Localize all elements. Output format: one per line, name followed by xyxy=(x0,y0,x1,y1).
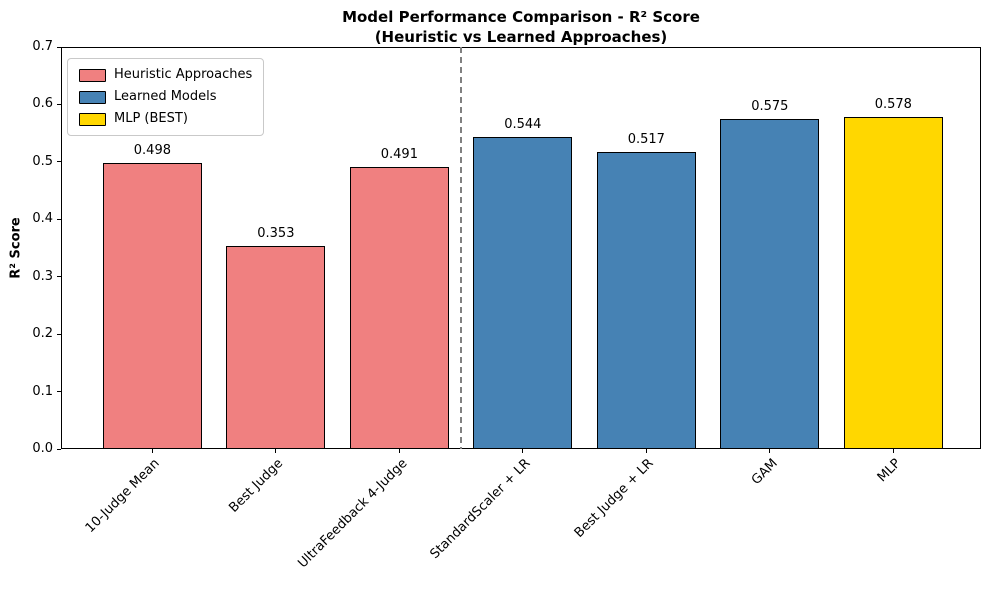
x-tick-mark xyxy=(892,449,894,453)
legend: Heuristic Approaches Learned Models MLP (B… xyxy=(67,58,265,136)
bar-value-label: 0.353 xyxy=(257,226,295,242)
legend-swatch xyxy=(79,68,106,82)
chart-title: Model Performance Comparison - R² Score … xyxy=(61,7,981,47)
y-tick-label: 0.0 xyxy=(32,441,53,456)
bar-value-label: 0.578 xyxy=(874,97,912,113)
bar-heuristic xyxy=(349,167,449,449)
y-tick-mark xyxy=(57,333,61,335)
bar-value-label: 0.575 xyxy=(751,98,789,114)
y-tick-mark xyxy=(57,161,61,163)
bar-heuristic xyxy=(102,163,202,449)
legend-item: MLP (BEST) xyxy=(79,111,252,127)
y-tick-label: 0.1 xyxy=(32,383,53,399)
legend-swatch xyxy=(79,90,106,104)
y-tick-label: 0.4 xyxy=(32,211,53,227)
legend-label: MLP (BEST) xyxy=(114,111,188,126)
legend-item: Heuristic Approaches xyxy=(79,67,252,83)
x-tick-label: GAM xyxy=(748,456,781,488)
y-axis-title: R² Score xyxy=(8,217,24,279)
bar-learned xyxy=(473,136,573,449)
legend-label: Learned Models xyxy=(114,89,217,104)
y-tick-mark xyxy=(57,218,61,220)
x-tick-label: MLP xyxy=(874,456,904,486)
bar-mlp-best xyxy=(843,117,943,449)
y-tick-label: 0.2 xyxy=(32,326,53,342)
y-tick-mark xyxy=(57,46,61,48)
legend-item: Learned Models xyxy=(79,89,252,105)
x-tick-mark xyxy=(522,449,524,453)
y-tick-mark xyxy=(57,391,61,393)
chart-title-line1: Model Performance Comparison - R² Score xyxy=(342,8,700,26)
y-tick-label: 0.3 xyxy=(32,268,53,284)
x-tick-mark xyxy=(151,449,153,453)
x-tick-label: UltraFeedback 4-Judge xyxy=(294,456,410,572)
legend-swatch xyxy=(79,112,106,126)
y-tick-label: 0.5 xyxy=(32,153,53,169)
x-tick-label: 10-Judge Mean xyxy=(83,456,163,536)
y-tick-mark xyxy=(57,276,61,278)
y-tick-label: 0.6 xyxy=(32,96,53,112)
y-tick-mark xyxy=(57,448,61,450)
bar-value-label: 0.498 xyxy=(133,143,171,158)
y-tick-mark xyxy=(57,103,61,105)
bar-value-label: 0.491 xyxy=(380,147,418,163)
x-tick-label: Best Judge + LR xyxy=(572,456,657,541)
x-tick-mark xyxy=(275,449,277,453)
separator-line xyxy=(460,47,463,449)
bar-value-label: 0.517 xyxy=(627,132,665,148)
bar-heuristic xyxy=(226,246,326,449)
x-tick-mark xyxy=(645,449,647,453)
x-tick-mark xyxy=(398,449,400,453)
chart-title-line2: (Heuristic vs Learned Approaches) xyxy=(374,28,668,46)
x-tick-label: Best Judge xyxy=(226,456,287,516)
bar-value-label: 0.544 xyxy=(504,116,542,132)
y-tick-label: 0.7 xyxy=(32,39,53,54)
legend-label: Heuristic Approaches xyxy=(114,67,253,82)
bar-learned xyxy=(596,152,696,449)
x-tick-label: StandardScaler + LR xyxy=(427,456,534,562)
x-tick-mark xyxy=(769,449,771,453)
bar-learned xyxy=(720,118,820,449)
